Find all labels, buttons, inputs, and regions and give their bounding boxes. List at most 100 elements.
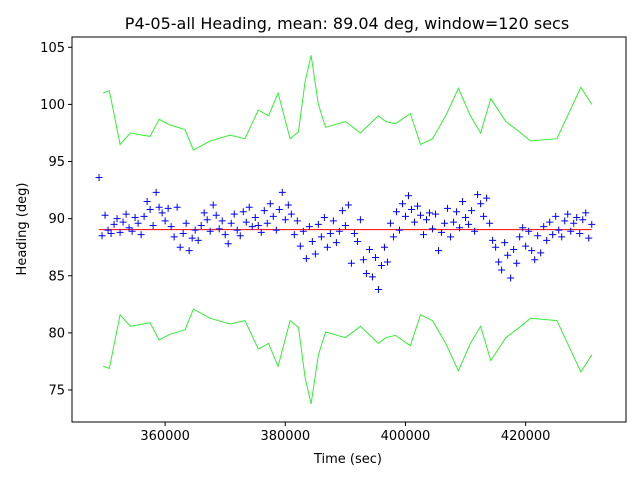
data-point bbox=[576, 229, 584, 237]
data-point bbox=[561, 217, 569, 225]
data-point bbox=[116, 228, 124, 236]
data-point bbox=[543, 236, 551, 244]
data-point bbox=[335, 227, 343, 235]
data-point bbox=[537, 249, 545, 257]
data-point bbox=[170, 233, 178, 241]
data-point bbox=[128, 227, 136, 235]
data-point bbox=[155, 203, 163, 211]
chart-title: P4-05-all Heading, mean: 89.04 deg, wind… bbox=[125, 14, 569, 33]
data-point bbox=[534, 232, 542, 240]
data-point bbox=[176, 243, 184, 251]
data-point bbox=[371, 253, 379, 261]
data-point bbox=[564, 210, 572, 218]
data-point bbox=[266, 200, 274, 208]
data-point bbox=[353, 237, 361, 245]
data-point bbox=[552, 212, 560, 220]
data-point bbox=[386, 219, 394, 227]
data-point bbox=[501, 239, 509, 247]
data-point bbox=[275, 206, 283, 214]
data-point bbox=[477, 200, 485, 208]
data-point bbox=[513, 259, 521, 267]
data-point bbox=[555, 226, 563, 234]
data-point bbox=[410, 218, 418, 226]
data-point bbox=[395, 226, 403, 234]
data-point bbox=[212, 211, 220, 219]
data-point bbox=[269, 212, 277, 220]
data-point bbox=[236, 232, 244, 240]
x-tick-label: 360000 bbox=[140, 429, 190, 444]
data-point bbox=[248, 223, 256, 231]
data-point bbox=[362, 269, 370, 277]
data-point bbox=[134, 219, 142, 227]
y-axis: 75 80 85 90 95 100 105 bbox=[40, 41, 72, 399]
data-point bbox=[441, 219, 449, 227]
data-point bbox=[486, 219, 494, 227]
data-point bbox=[323, 243, 331, 251]
y-tick-label: 80 bbox=[48, 326, 65, 341]
data-point bbox=[462, 214, 470, 222]
data-point bbox=[498, 266, 506, 274]
data-point bbox=[582, 209, 590, 217]
data-point bbox=[131, 214, 139, 222]
y-tick-label: 85 bbox=[48, 269, 65, 284]
data-point bbox=[471, 227, 479, 235]
plot-area bbox=[95, 55, 596, 405]
data-point bbox=[407, 206, 415, 214]
data-point bbox=[558, 233, 566, 241]
data-point bbox=[101, 211, 109, 219]
y-axis-label: Heading (deg) bbox=[15, 183, 30, 276]
data-point bbox=[218, 217, 226, 225]
x-axis-label: Time (sec) bbox=[313, 452, 382, 467]
data-point bbox=[329, 217, 337, 225]
data-point bbox=[420, 231, 428, 239]
data-point bbox=[444, 204, 452, 212]
data-point bbox=[98, 232, 106, 240]
data-point bbox=[230, 210, 238, 218]
data-point bbox=[164, 204, 172, 212]
data-point bbox=[278, 188, 286, 196]
data-point bbox=[149, 222, 157, 230]
data-point bbox=[245, 203, 253, 211]
data-point bbox=[224, 240, 232, 248]
data-point bbox=[251, 214, 259, 222]
data-point bbox=[284, 201, 292, 209]
data-point bbox=[546, 218, 554, 226]
data-point bbox=[257, 228, 265, 236]
data-point bbox=[468, 207, 476, 215]
data-point bbox=[191, 226, 199, 234]
data-point bbox=[465, 220, 473, 228]
data-point bbox=[528, 247, 536, 255]
data-point bbox=[104, 226, 112, 234]
data-point bbox=[492, 243, 500, 251]
data-point bbox=[359, 256, 367, 264]
data-point bbox=[401, 212, 409, 220]
data-point bbox=[570, 219, 578, 227]
data-point bbox=[197, 222, 205, 230]
data-point bbox=[311, 250, 319, 258]
data-point bbox=[525, 227, 533, 235]
data-point bbox=[314, 220, 322, 228]
data-point bbox=[450, 218, 458, 226]
data-point bbox=[137, 231, 145, 239]
x-tick-label: 380000 bbox=[260, 429, 310, 444]
data-point bbox=[483, 194, 491, 202]
data-point bbox=[438, 228, 446, 236]
data-point bbox=[368, 273, 376, 281]
data-point bbox=[567, 227, 575, 235]
data-point bbox=[158, 209, 166, 217]
data-point bbox=[200, 209, 208, 217]
data-point bbox=[495, 258, 503, 266]
data-point bbox=[203, 216, 211, 224]
data-point bbox=[456, 224, 464, 232]
data-point bbox=[146, 206, 154, 214]
data-point bbox=[404, 192, 412, 200]
data-point bbox=[389, 233, 397, 241]
data-point bbox=[317, 233, 325, 241]
data-point bbox=[540, 223, 548, 231]
data-point bbox=[287, 210, 295, 218]
data-point bbox=[95, 174, 103, 182]
y-tick-label: 90 bbox=[48, 212, 65, 227]
data-point bbox=[489, 236, 497, 244]
data-point bbox=[423, 216, 431, 224]
